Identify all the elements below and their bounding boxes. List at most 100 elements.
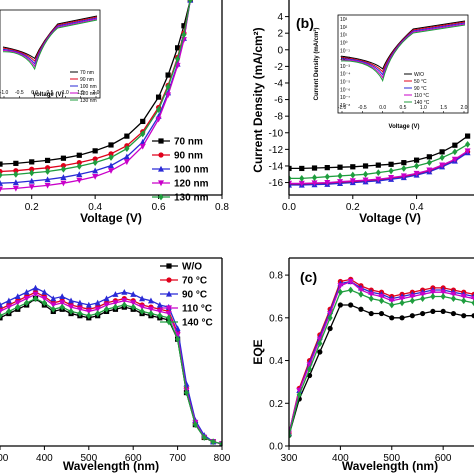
panel-a-series-3-point: [92, 174, 99, 180]
panel-a-series-0-point: [13, 160, 19, 166]
panel-b-series-4-point: [324, 173, 330, 181]
panel-lower-left-series-4-point: [183, 389, 190, 396]
panel-c-series-0-point: [430, 308, 436, 315]
panel-a: 0.2 0.4 0.6 0.8 Voltage (V) -1.0 -0.5 0.0 0.5 1…: [0, 0, 229, 225]
panel-c-series-4-point: [471, 299, 474, 307]
panel-b-series-3-point: [413, 170, 420, 177]
panel-b-series-0-point: [375, 162, 381, 168]
panel-b-x-tick-label: 0.0: [282, 202, 296, 213]
inset-x-tick-label: 1.5: [440, 105, 447, 111]
panel-c-series-3-point: [460, 293, 467, 300]
panel-c-series-3-point: [429, 289, 436, 296]
panel-c-series-0-point: [409, 313, 415, 319]
panel-lower-left-series-2-point: [14, 293, 21, 300]
legend-label: W/O: [182, 262, 202, 273]
panel-b-series-3-point: [337, 179, 344, 185]
panel-c-y-tick-label: 0.6: [269, 313, 283, 324]
panel-a-series-3-point: [108, 168, 114, 174]
inset-legend-label: 90 nm: [80, 77, 94, 83]
panel-a-series-1-point: [44, 165, 51, 171]
panel-c-series-4-point: [296, 391, 302, 399]
panel-b-inset-y-axis-title: Current Density (mA/cm²): [313, 28, 320, 101]
panel-lower-left-series-2-point: [103, 295, 110, 302]
inset-y-tick-label: 10²: [340, 25, 348, 31]
panel-lower-left-series-4-point: [59, 303, 65, 311]
panel-b-y-ticks: -16 -14 -12 -10 -8 -6 -4 -2 0 2 4: [269, 12, 289, 189]
panel-lower-left-series-3-point: [121, 298, 128, 304]
panel-lower-left-series-3-point: [14, 300, 21, 307]
panel-lower-left-x-ticks: 300 400 500 600 700 800: [0, 446, 231, 464]
panel-c-series-3-point: [368, 291, 375, 298]
panel-c-series-4-point: [420, 295, 426, 302]
panel-a-series-0-point: [140, 118, 146, 125]
panel-a-series-4-point: [13, 170, 19, 178]
panel-b-series-0-point: [388, 161, 394, 167]
panel-b-series-3-point: [289, 180, 292, 187]
panel-a-series-1-point: [76, 160, 82, 166]
panel-a-series-2-point: [92, 167, 99, 174]
panel-b-inset-x-axis-title: Voltage (V): [389, 124, 420, 130]
panel-a-series-3-point: [44, 182, 51, 189]
panel-c-series-0-point: [317, 349, 323, 355]
panel-b-series-4-point: [311, 174, 318, 181]
panel-lower-left-series-2-point: [76, 299, 83, 306]
legend-marker: [158, 152, 164, 158]
panel-b-y-axis-title: Current Density (mA/cm²): [251, 27, 265, 172]
panel-a-series-4-point: [76, 162, 82, 170]
panel-c-series-4-point: [399, 299, 405, 307]
panel-a-series-3-point: [12, 185, 19, 192]
panel-a-series-4-point: [181, 31, 187, 38]
panel-b-series-0-point: [401, 160, 407, 166]
panel-b-y-tick-label: 2: [277, 29, 283, 40]
panel-c-series-4-point: [337, 288, 343, 296]
inset-y-tick-label: 10⁻⁶: [340, 87, 350, 93]
panel-lower-left-series-4-point: [201, 434, 207, 441]
panel-a-series-2-point: [28, 177, 35, 184]
panel-a-series-3-point: [60, 180, 67, 187]
panel-c-series-0-point: [378, 310, 385, 317]
panel-b-x-axis-title: Voltage (V): [359, 211, 421, 225]
panel-lower-left-series-2-point: [112, 291, 119, 297]
panel-b-y-tick-label: -6: [274, 95, 283, 106]
panel-b-plot: [289, 133, 471, 188]
panel-a-series-3-point: [139, 143, 146, 150]
panel-a-series-2-point: [123, 153, 130, 160]
panel-lower-left-series-4-point: [139, 308, 145, 315]
panel-lower-left-series-4-point: [192, 421, 198, 429]
panel-lower-left-series-4-point: [0, 312, 3, 320]
panel-b-series-0-point: [311, 165, 318, 171]
panel-c-series-0-point: [358, 306, 364, 312]
panel-c-y-tick-label: 0.2: [269, 399, 283, 410]
panel-b-series-4-point: [299, 175, 305, 182]
panel-lower-left-series-2-point: [130, 291, 137, 297]
panel-lower-left-series-2-point: [32, 284, 39, 291]
inset-legend-label: 120 nm: [80, 91, 97, 97]
panel-a-series-4-point: [108, 154, 114, 161]
panel-a-series-2-point: [12, 179, 19, 186]
panel-a-series-0-point: [181, 23, 187, 29]
inset-x-tick-label: 2.0: [461, 105, 468, 111]
panel-a-series-0-point: [29, 159, 35, 165]
panel-c-series-3-point: [337, 283, 344, 289]
inset-y-tick-label: 10⁰: [340, 40, 348, 46]
panel-b-series-0-point: [439, 149, 445, 155]
legend-label: 90 °C: [182, 290, 207, 301]
panel-a-plot: [0, 0, 194, 193]
panel-lower-left-series-3-point: [76, 306, 83, 313]
panel-b-y-tick-label: -10: [269, 128, 284, 139]
panel-b-series-3-point: [464, 148, 471, 155]
panel-a-series-4-point: [175, 55, 181, 63]
panel-a-x-tick-label: 0.4: [88, 202, 102, 213]
panel-lower-left-series-3-point: [112, 300, 119, 307]
panel-b-series-3-point: [451, 156, 458, 163]
panel-lower-left-series-4-point: [6, 308, 12, 315]
panel-a-series-4-point: [44, 168, 51, 175]
panel-a-series-1-point: [13, 168, 19, 174]
panel-c-y-tick-label: 0.4: [269, 356, 283, 367]
panel-a-inset-x-ticks: -1.0 -0.5 0.0 0.5 1.0 1.5 2.0: [0, 90, 100, 98]
panel-b-y-tick-label: 0: [277, 45, 283, 56]
